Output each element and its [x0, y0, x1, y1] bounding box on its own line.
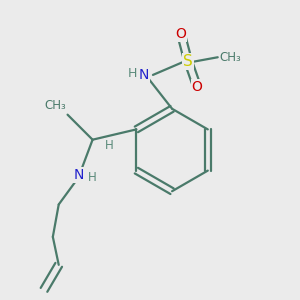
Text: N: N [139, 68, 149, 82]
Text: H: H [88, 172, 97, 184]
Text: CH₃: CH₃ [219, 51, 241, 64]
Text: CH₃: CH₃ [44, 99, 66, 112]
Text: O: O [176, 27, 186, 41]
Text: S: S [183, 54, 193, 69]
Text: N: N [74, 168, 84, 182]
Text: H: H [128, 67, 137, 80]
Text: O: O [192, 80, 203, 94]
Text: H: H [104, 139, 113, 152]
